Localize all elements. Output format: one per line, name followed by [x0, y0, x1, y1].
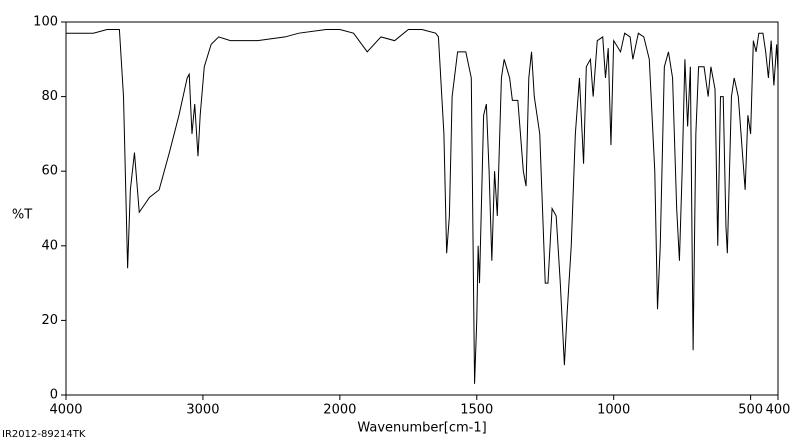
spectrum-line [66, 28, 779, 384]
y-axis-label: %T [12, 208, 32, 223]
x-tick-label: 500 [738, 403, 763, 418]
y-tick-label: 20 [41, 313, 58, 328]
y-tick-label: 0 [50, 388, 58, 403]
y-tick-label: 80 [41, 89, 58, 104]
x-tick-label: 3000 [186, 403, 219, 418]
y-tick-label: 100 [33, 15, 58, 30]
y-tick-label: 60 [41, 164, 58, 179]
x-tick-label: 1500 [460, 403, 493, 418]
y-tick-label: 40 [41, 238, 58, 253]
x-axis-label: Wavenumber[cm-1] [357, 421, 486, 436]
x-tick-label: 4000 [49, 403, 82, 418]
footer: IR2012-89214TK [2, 429, 86, 440]
plot-frame [65, 21, 779, 396]
x-tick-label: 1000 [597, 403, 630, 418]
x-tick-label: 400 [766, 403, 791, 418]
x-tick-label: 2000 [323, 403, 356, 418]
